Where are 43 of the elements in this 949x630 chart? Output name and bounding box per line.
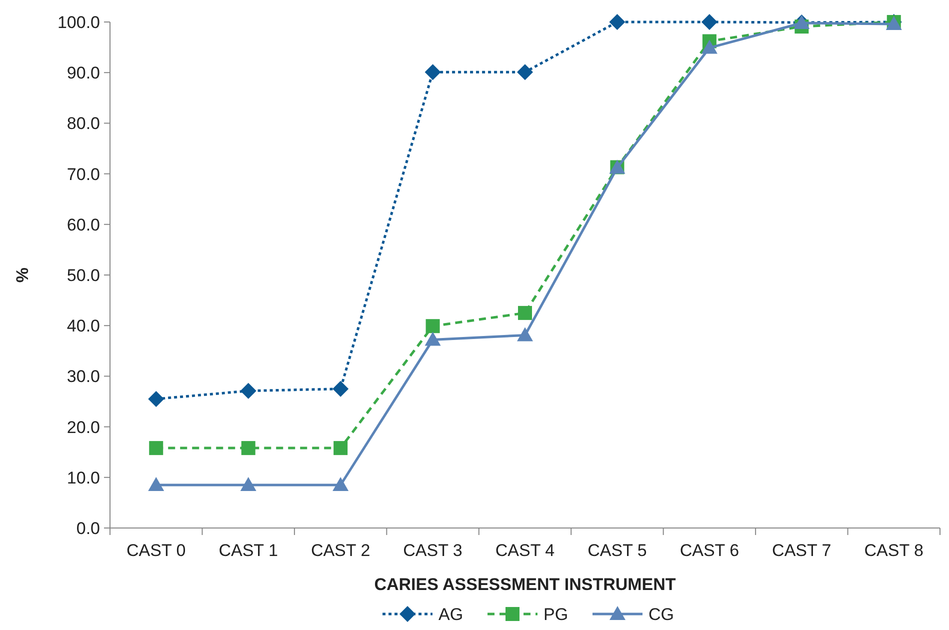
- point: [334, 441, 348, 456]
- point: [240, 476, 256, 491]
- point: [518, 306, 532, 320]
- x-tick-label: CAST 7: [772, 541, 832, 560]
- point: [148, 390, 164, 407]
- y-tick-label: 10.0: [66, 468, 100, 488]
- x-tick-label: CAST 8: [864, 541, 924, 560]
- y-tick-label: 100.0: [57, 12, 100, 32]
- x-tick-label: CAST 1: [218, 541, 278, 560]
- point: [332, 380, 349, 397]
- y-tick-label: 20.0: [66, 418, 100, 437]
- x-tick-label: CAST 2: [310, 541, 370, 560]
- point: [701, 40, 718, 54]
- x-tick-label: CAST 6: [680, 541, 740, 560]
- point: [517, 327, 533, 342]
- point: [426, 319, 440, 334]
- y-tick-label: 50.0: [66, 266, 100, 285]
- point: [424, 64, 441, 80]
- point: [240, 382, 256, 399]
- point: [701, 14, 718, 30]
- point: [149, 441, 164, 456]
- y-tick-label: 40.0: [66, 316, 100, 336]
- y-axis-title: %: [13, 267, 32, 283]
- y-tick-label: 90.0: [66, 64, 100, 83]
- x-axis-title: CARIES ASSESSMENT INSTRUMENT: [374, 575, 676, 594]
- x-tick-label: CAST 0: [126, 541, 186, 560]
- point: [609, 14, 626, 30]
- y-tick-label: 0.0: [76, 518, 100, 538]
- y-tick-label: 70.0: [66, 164, 100, 184]
- x-tick-label: CAST 5: [588, 541, 647, 560]
- x-tick-label: CAST 4: [495, 541, 555, 560]
- y-tick-label: 80.0: [66, 114, 100, 134]
- legend-label: AG: [438, 605, 464, 624]
- x-tick-label: CAST 3: [403, 541, 462, 560]
- legend-label: PG: [544, 605, 568, 624]
- point: [517, 64, 533, 80]
- y-tick-label: 30.0: [66, 367, 100, 386]
- point: [148, 476, 164, 491]
- legend-label: CG: [648, 605, 674, 624]
- point: [332, 476, 349, 491]
- point: [424, 332, 441, 346]
- y-tick-label: 60.0: [66, 215, 100, 234]
- point: [241, 441, 256, 456]
